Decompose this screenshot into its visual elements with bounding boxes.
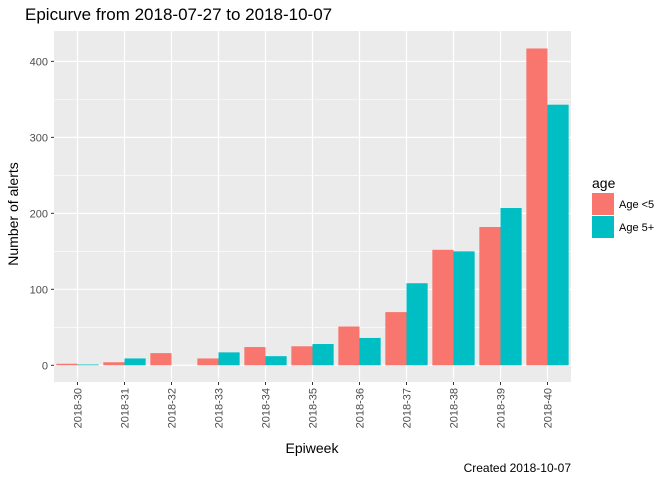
x-tick-label: 2018-40 bbox=[543, 388, 555, 428]
bar-2018-31-series-1 bbox=[103, 362, 125, 366]
x-tick-label: 2018-38 bbox=[449, 388, 461, 428]
x-tick-label: 2018-34 bbox=[261, 388, 273, 428]
x-tick-label: 2018-32 bbox=[167, 388, 179, 428]
legend-title: age bbox=[592, 175, 616, 191]
bar-2018-37-series-1 bbox=[385, 312, 407, 366]
bar-2018-35-series-1 bbox=[291, 346, 313, 366]
bars-layer bbox=[56, 48, 569, 366]
y-tick-label: 400 bbox=[30, 56, 48, 68]
y-tick-label: 300 bbox=[30, 132, 48, 144]
x-tick-label: 2018-35 bbox=[308, 388, 320, 428]
legend: age Age <5 Age 5+ bbox=[592, 175, 654, 238]
legend-swatch-2 bbox=[592, 216, 614, 238]
bar-2018-37-series-2 bbox=[406, 283, 428, 366]
bar-2018-36-series-2 bbox=[359, 337, 381, 366]
x-tick-label: 2018-31 bbox=[120, 388, 132, 428]
x-tick-label: 2018-37 bbox=[402, 388, 414, 428]
x-tick-label: 2018-36 bbox=[355, 388, 367, 428]
bar-2018-39-series-2 bbox=[500, 208, 522, 366]
legend-swatch-1 bbox=[592, 193, 614, 215]
x-tick-label: 2018-30 bbox=[73, 388, 85, 428]
y-axis: 0 100 200 300 400 bbox=[30, 56, 54, 372]
x-tick-label: 2018-39 bbox=[496, 388, 508, 428]
bar-2018-30-series-2 bbox=[77, 364, 99, 366]
bar-2018-40-series-2 bbox=[547, 104, 569, 366]
bar-2018-33-series-1 bbox=[197, 358, 219, 366]
y-tick-label: 0 bbox=[42, 360, 48, 372]
bar-2018-34-series-1 bbox=[244, 347, 266, 366]
bar-2018-31-series-2 bbox=[124, 358, 146, 366]
legend-label-1: Age <5 bbox=[619, 199, 654, 211]
y-tick-label: 100 bbox=[30, 284, 48, 296]
bar-2018-30-series-1 bbox=[56, 363, 78, 366]
bar-2018-38-series-1 bbox=[432, 249, 454, 366]
bar-2018-40-series-1 bbox=[526, 48, 548, 366]
y-axis-title: Number of alerts bbox=[5, 162, 21, 265]
chart-caption: Created 2018-10-07 bbox=[464, 461, 572, 475]
bar-2018-39-series-1 bbox=[479, 227, 501, 366]
bar-2018-36-series-1 bbox=[338, 326, 360, 366]
bar-2018-38-series-2 bbox=[453, 251, 475, 366]
legend-label-2: Age 5+ bbox=[619, 222, 654, 234]
x-axis: 2018-30 2018-31 2018-32 2018-33 2018-34 2018-… bbox=[73, 382, 555, 428]
bar-2018-32-series-1 bbox=[150, 353, 172, 366]
x-tick-label: 2018-33 bbox=[214, 388, 226, 428]
bar-2018-34-series-2 bbox=[265, 356, 287, 366]
bar-2018-33-series-2 bbox=[218, 352, 240, 366]
x-axis-title: Epiweek bbox=[286, 440, 340, 456]
bar-2018-35-series-2 bbox=[312, 344, 334, 366]
y-tick-label: 200 bbox=[30, 208, 48, 220]
chart-title: Epicurve from 2018-07-27 to 2018-10-07 bbox=[25, 5, 332, 24]
